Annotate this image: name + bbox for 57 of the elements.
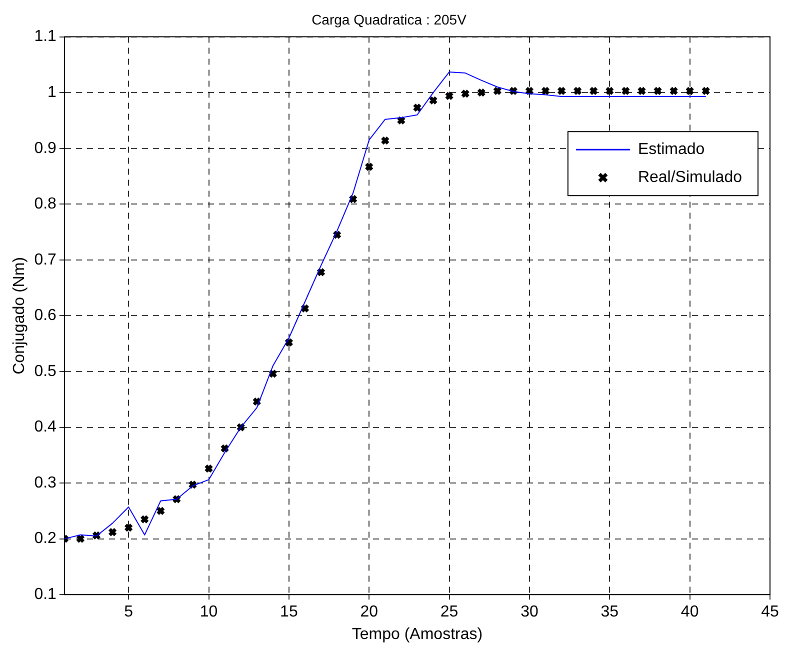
point [204,464,214,474]
point [605,86,614,96]
x-tick-label: 35 [600,604,619,621]
point [444,91,454,101]
y-axis-title: Conjugado (Nm) [11,257,28,374]
y-tick-label: 0.1 [34,586,57,604]
y-tick-label: 0.3 [34,474,57,492]
point [396,116,406,126]
y-tick-label: 0.2 [34,530,57,548]
point [348,194,358,204]
x-tick-label: 45 [761,604,779,621]
point [669,86,678,96]
x-tick-label: 25 [440,604,458,621]
legend-label: Estimado [638,141,705,158]
point [653,86,662,96]
point [589,86,598,96]
y-tick-label: 1 [48,84,57,101]
y-tick-label: 1.1 [34,28,57,46]
point [460,89,470,98]
point [701,86,710,96]
point [492,86,502,96]
chart-title: Carga Quadratica : 205V [312,11,468,28]
point [621,86,630,96]
point [156,506,166,516]
point [140,514,150,524]
x-tick-label: 20 [360,604,378,621]
y-tick-label: 0.8 [34,196,57,213]
y-tick-label: 0.9 [34,140,57,157]
x-axis-title: Tempo (Amostras) [352,626,483,643]
x-tick-label: 30 [520,604,538,621]
point [124,523,134,532]
point [76,534,86,544]
point [556,86,566,96]
point [524,86,534,96]
point [637,86,646,96]
point [300,304,310,314]
point [540,86,550,96]
point [284,338,294,348]
point [572,86,582,96]
y-tick-label: 0.6 [34,307,57,324]
point [268,369,278,378]
point [685,86,694,96]
point [380,136,390,146]
y-tick-label: 0.5 [34,362,57,380]
x-tick-label: 40 [680,604,699,621]
point [476,88,486,98]
y-tick-label: 0.7 [34,251,57,268]
point [316,268,326,277]
point [428,96,438,105]
point [412,103,422,112]
x-tick-label: 15 [280,604,298,621]
y-tick-label: 0.4 [34,418,57,436]
x-tick-label: 5 [124,604,134,621]
x-tick-label: 10 [200,604,218,621]
point [108,528,118,537]
legend-label: Real/Simulado [638,169,742,186]
point [364,162,374,172]
